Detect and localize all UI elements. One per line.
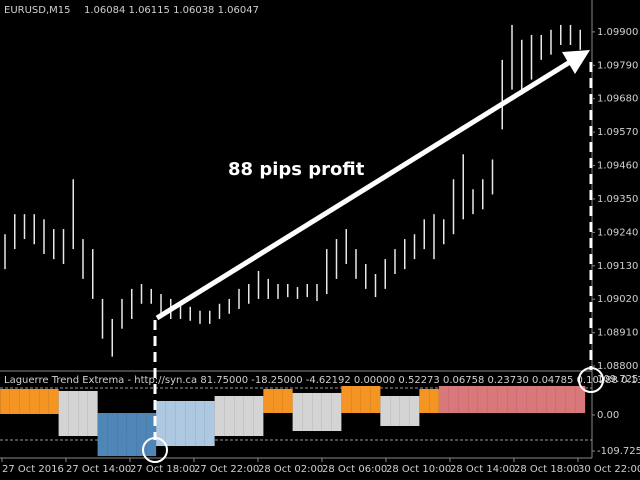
indicator-bar (156, 400, 166, 447)
indicator-bar (448, 385, 459, 413)
symbol: EURUSD,M15 (4, 5, 70, 16)
indicator-bar (341, 385, 352, 413)
indicator-bar (87, 390, 98, 436)
indicator-bar (243, 396, 254, 436)
indicator-bar (312, 392, 322, 432)
highlight-circle (578, 367, 604, 393)
indicator-bar (516, 385, 527, 413)
indicator-bar (107, 412, 118, 457)
indicator-bar (68, 390, 79, 436)
time-label: 28 Oct 10:00 (386, 464, 451, 475)
time-label: 27 Oct 14:00 (66, 464, 131, 475)
indicator-bar (234, 396, 244, 436)
indicator-bar (321, 392, 332, 432)
indicator-bar (546, 385, 556, 413)
y-tick-label: 109.725 (597, 374, 638, 385)
indicator-bar (565, 385, 576, 413)
y-tick-label: 1.09020 (597, 294, 638, 305)
annotation: 88 pips profit (228, 159, 365, 180)
indicator-bar (195, 400, 205, 447)
time-label: 28 Oct 02:00 (258, 464, 323, 475)
y-tick-label: 1.09900 (597, 27, 638, 38)
indicator-bar (204, 400, 215, 447)
highlight-circle (142, 437, 168, 463)
indicator-bar (29, 389, 40, 415)
indicator-bar (78, 390, 88, 436)
indicator-bar (380, 396, 391, 426)
y-tick-label: 1.08800 (597, 361, 638, 372)
indicator-bar (390, 396, 400, 426)
y-tick-label: 1.09350 (597, 194, 638, 205)
indicator-bar (282, 389, 293, 413)
indicator-bar (273, 389, 283, 413)
profit-arrow (155, 59, 572, 321)
indicator-bar (97, 412, 108, 457)
indicator-bar (419, 389, 430, 413)
y-tick-label: 1.09790 (597, 60, 638, 71)
y-tick-label: 1.09570 (597, 127, 638, 138)
indicator-bar (175, 400, 186, 447)
time-label: 30 Oct 22:00 (578, 464, 640, 475)
indicator-bar (468, 385, 478, 413)
indicator-bar (331, 392, 342, 432)
y-tick-label: 1.09680 (597, 94, 638, 105)
time-label: 28 Oct 06:00 (322, 464, 387, 475)
y-tick-label: 1.09240 (597, 227, 638, 238)
indicator-bar (224, 396, 235, 436)
indicator-bar (351, 385, 361, 413)
indicator-bar (19, 389, 30, 415)
indicator-bar (126, 412, 137, 457)
indicator-bar (214, 396, 225, 436)
indicator-bar (136, 412, 147, 457)
indicator-bar (0, 389, 10, 415)
time-label: 27 Oct 2016 (2, 464, 64, 475)
indicator-bar (117, 412, 127, 457)
indicator-bar (185, 400, 196, 447)
indicator-bar (58, 390, 69, 436)
y-tick-label: 1.09130 (597, 261, 638, 272)
indicator-bar (48, 389, 59, 415)
indicator-bar (487, 385, 498, 413)
indicator-bar (536, 385, 547, 413)
time-label: 28 Oct 14:00 (450, 464, 515, 475)
indicator-title: Laguerre Trend Extrema - http://syn.ca 8… (4, 375, 640, 386)
indicator-bar (146, 412, 157, 457)
indicator-bar (9, 389, 20, 415)
indicator-bar (409, 396, 420, 426)
y-tick-label: 1.08910 (597, 328, 638, 339)
indicator-bar (399, 396, 410, 426)
indicator-bar (39, 389, 49, 415)
indicator-bar (165, 400, 176, 447)
quote: 1.06084 1.06115 1.06038 1.06047 (84, 5, 259, 16)
indicator-bar (263, 389, 274, 413)
indicator-bar (360, 385, 371, 413)
indicator-bar (526, 385, 537, 413)
indicator-bar (302, 392, 313, 432)
y-tick-label: -109.725 (597, 446, 640, 457)
indicator-bar (292, 392, 303, 432)
indicator-bar (253, 396, 264, 436)
arrow-head (562, 50, 590, 74)
indicator-bar (507, 385, 517, 413)
indicator-bar (370, 385, 381, 413)
y-tick-label: 0.00 (597, 410, 619, 421)
indicator-bar (575, 385, 586, 413)
indicator-bar (429, 389, 439, 413)
time-label: 27 Oct 18:00 (130, 464, 195, 475)
indicator-bar (555, 385, 566, 413)
indicator-bar (497, 385, 508, 413)
time-label: 28 Oct 18:00 (514, 464, 579, 475)
time-label: 27 Oct 22:00 (194, 464, 259, 475)
indicator-bar (477, 385, 488, 413)
y-tick-label: 1.09460 (597, 161, 638, 172)
indicator-bar (438, 385, 449, 413)
indicator-bar (458, 385, 469, 413)
